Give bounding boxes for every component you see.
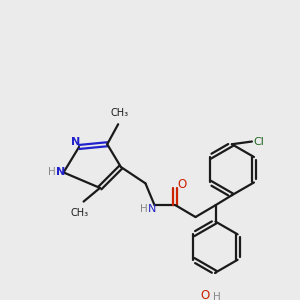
Text: N: N bbox=[56, 167, 65, 178]
Text: H: H bbox=[212, 292, 220, 300]
Text: CH₃: CH₃ bbox=[71, 208, 89, 218]
Text: O: O bbox=[177, 178, 187, 191]
Text: N: N bbox=[148, 204, 156, 214]
Text: H: H bbox=[140, 204, 148, 214]
Text: O: O bbox=[200, 289, 209, 300]
Text: Cl: Cl bbox=[254, 136, 265, 146]
Text: H: H bbox=[48, 167, 56, 178]
Text: CH₃: CH₃ bbox=[111, 108, 129, 118]
Text: N: N bbox=[71, 136, 80, 146]
